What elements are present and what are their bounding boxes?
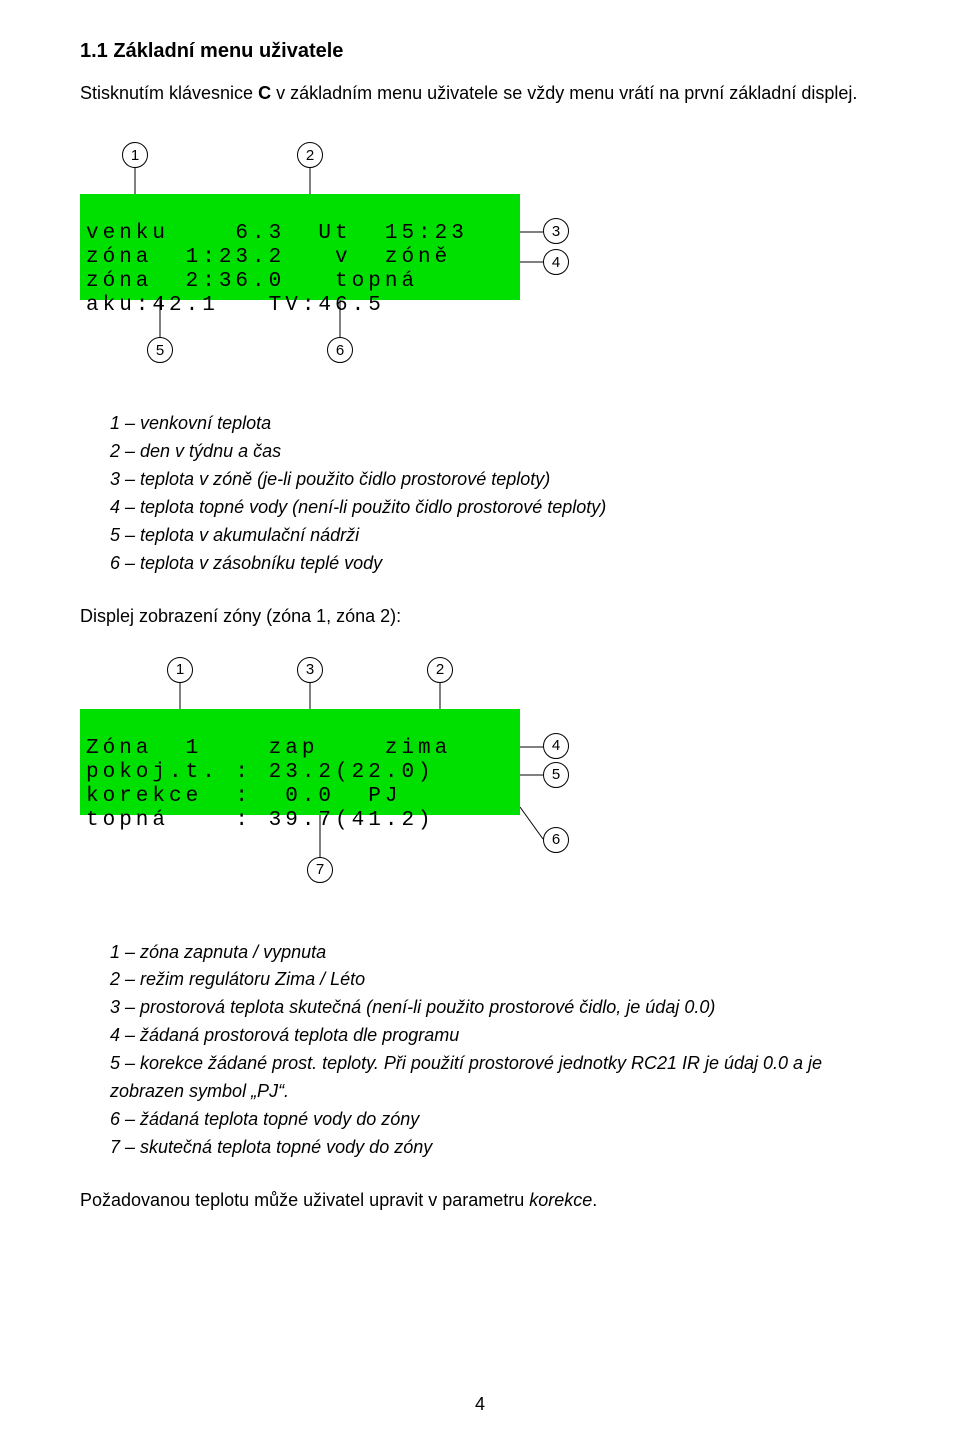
- lcd2-line1: Zóna 1 zap zima: [86, 737, 451, 760]
- callout-6: 6: [327, 337, 353, 363]
- display-1: venku 6.3 Ut 15:23 zóna 1:23.2 v zóně zó…: [80, 132, 610, 388]
- lcd-screen-1: venku 6.3 Ut 15:23 zóna 1:23.2 v zóně zó…: [80, 194, 520, 300]
- footer-post: .: [592, 1190, 597, 1210]
- callout-3: 3: [543, 218, 569, 244]
- legend2-item: 6 – žádaná teplota topné vody do zóny: [110, 1106, 880, 1134]
- legend2-item: 1 – zóna zapnuta / vypnuta: [110, 939, 880, 967]
- legend1-item: 4 – teplota topné vody (není-li použito …: [110, 494, 880, 522]
- legend-1: 1 – venkovní teplota 2 – den v týdnu a č…: [110, 410, 880, 577]
- lcd2-line2: pokoj.t. : 23.2(22.0): [86, 761, 435, 784]
- callout-7: 7: [307, 857, 333, 883]
- footer-text: Požadovanou teplotu může uživatel upravi…: [80, 1190, 880, 1211]
- lcd1-line2: zóna 1:23.2 v zóně: [86, 246, 451, 269]
- subheading: Displej zobrazení zóny (zóna 1, zóna 2):: [80, 606, 880, 627]
- callout-5: 5: [147, 337, 173, 363]
- legend2-item: 5 – korekce žádané prost. teploty. Při p…: [110, 1050, 880, 1106]
- legend1-item: 3 – teplota v zóně (je-li použito čidlo …: [110, 466, 880, 494]
- footer-em: korekce: [529, 1190, 592, 1210]
- intro-key: C: [258, 83, 271, 103]
- callout-6: 6: [543, 827, 569, 853]
- callout-3: 3: [297, 657, 323, 683]
- lcd-screen-2: Zóna 1 zap zima pokoj.t. : 23.2(22.0) ko…: [80, 709, 520, 815]
- lcd1-line4: aku:42.1 TV:46.5: [86, 294, 385, 317]
- legend2-item: 7 – skutečná teplota topné vody do zóny: [110, 1134, 880, 1162]
- legend1-item: 6 – teplota v zásobníku teplé vody: [110, 550, 880, 578]
- legend2-item: 4 – žádaná prostorová teplota dle progra…: [110, 1022, 880, 1050]
- callout-2: 2: [427, 657, 453, 683]
- section-heading: 1.1 Základní menu uživatele: [80, 40, 880, 63]
- lcd1-line1: venku 6.3 Ut 15:23: [86, 222, 468, 245]
- page: 1.1 Základní menu uživatele Stisknutím k…: [0, 0, 960, 1443]
- legend2-item: 3 – prostorová teplota skutečná (není-li…: [110, 994, 880, 1022]
- callout-5: 5: [543, 762, 569, 788]
- callout-1: 1: [122, 142, 148, 168]
- lcd1-line3: zóna 2:36.0 topná: [86, 270, 418, 293]
- page-number: 4: [0, 1394, 960, 1415]
- legend1-item: 2 – den v týdnu a čas: [110, 438, 880, 466]
- footer-pre: Požadovanou teplotu může uživatel upravi…: [80, 1190, 529, 1210]
- legend1-item: 1 – venkovní teplota: [110, 410, 880, 438]
- callout-4: 4: [543, 249, 569, 275]
- callout-2: 2: [297, 142, 323, 168]
- lcd2-line3: korekce : 0.0 PJ: [86, 785, 401, 808]
- intro-text: Stisknutím klávesnice C v základním menu…: [80, 81, 880, 106]
- callout-1: 1: [167, 657, 193, 683]
- legend1-item: 5 – teplota v akumulační nádrži: [110, 522, 880, 550]
- intro-pre: Stisknutím klávesnice: [80, 83, 258, 103]
- legend2-item: 2 – režim regulátoru Zima / Léto: [110, 966, 880, 994]
- intro-post: v základním menu uživatele se vždy menu …: [271, 83, 857, 103]
- display-2: Zóna 1 zap zima pokoj.t. : 23.2(22.0) ko…: [80, 647, 610, 917]
- legend-2: 1 – zóna zapnuta / vypnuta 2 – režim reg…: [110, 939, 880, 1162]
- callout-4: 4: [543, 733, 569, 759]
- lcd2-line4: topná : 39.7(41.2): [86, 809, 435, 832]
